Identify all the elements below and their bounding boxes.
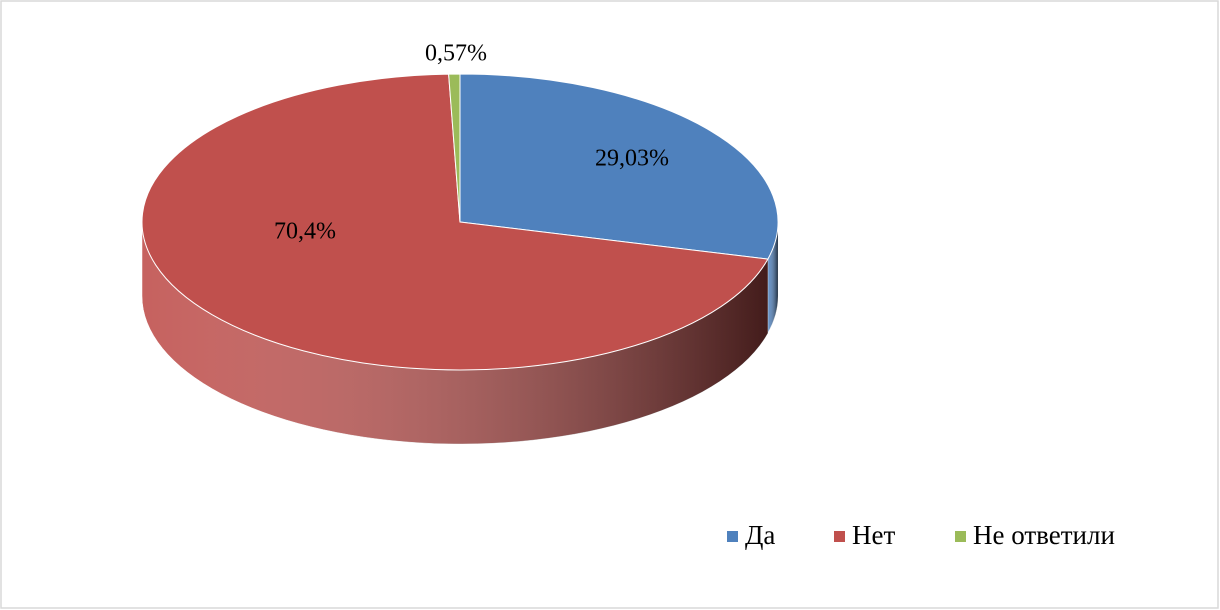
- legend-swatch: [834, 531, 845, 542]
- slice: [141, 73, 769, 371]
- legend-label: Нет: [852, 520, 895, 550]
- data-label: 70,4%: [274, 219, 336, 245]
- data-label: 29,03%: [595, 146, 669, 172]
- legend-label: Да: [745, 520, 775, 550]
- legend-swatch: [955, 531, 966, 542]
- data-label: 0,57%: [425, 41, 487, 67]
- legend-swatch: [727, 531, 738, 542]
- slice-side-shade: [142, 222, 768, 444]
- legend-label: Не ответили: [973, 520, 1115, 550]
- slice: [448, 73, 461, 223]
- slice-side-shade: [767, 222, 778, 334]
- slice: [459, 73, 779, 260]
